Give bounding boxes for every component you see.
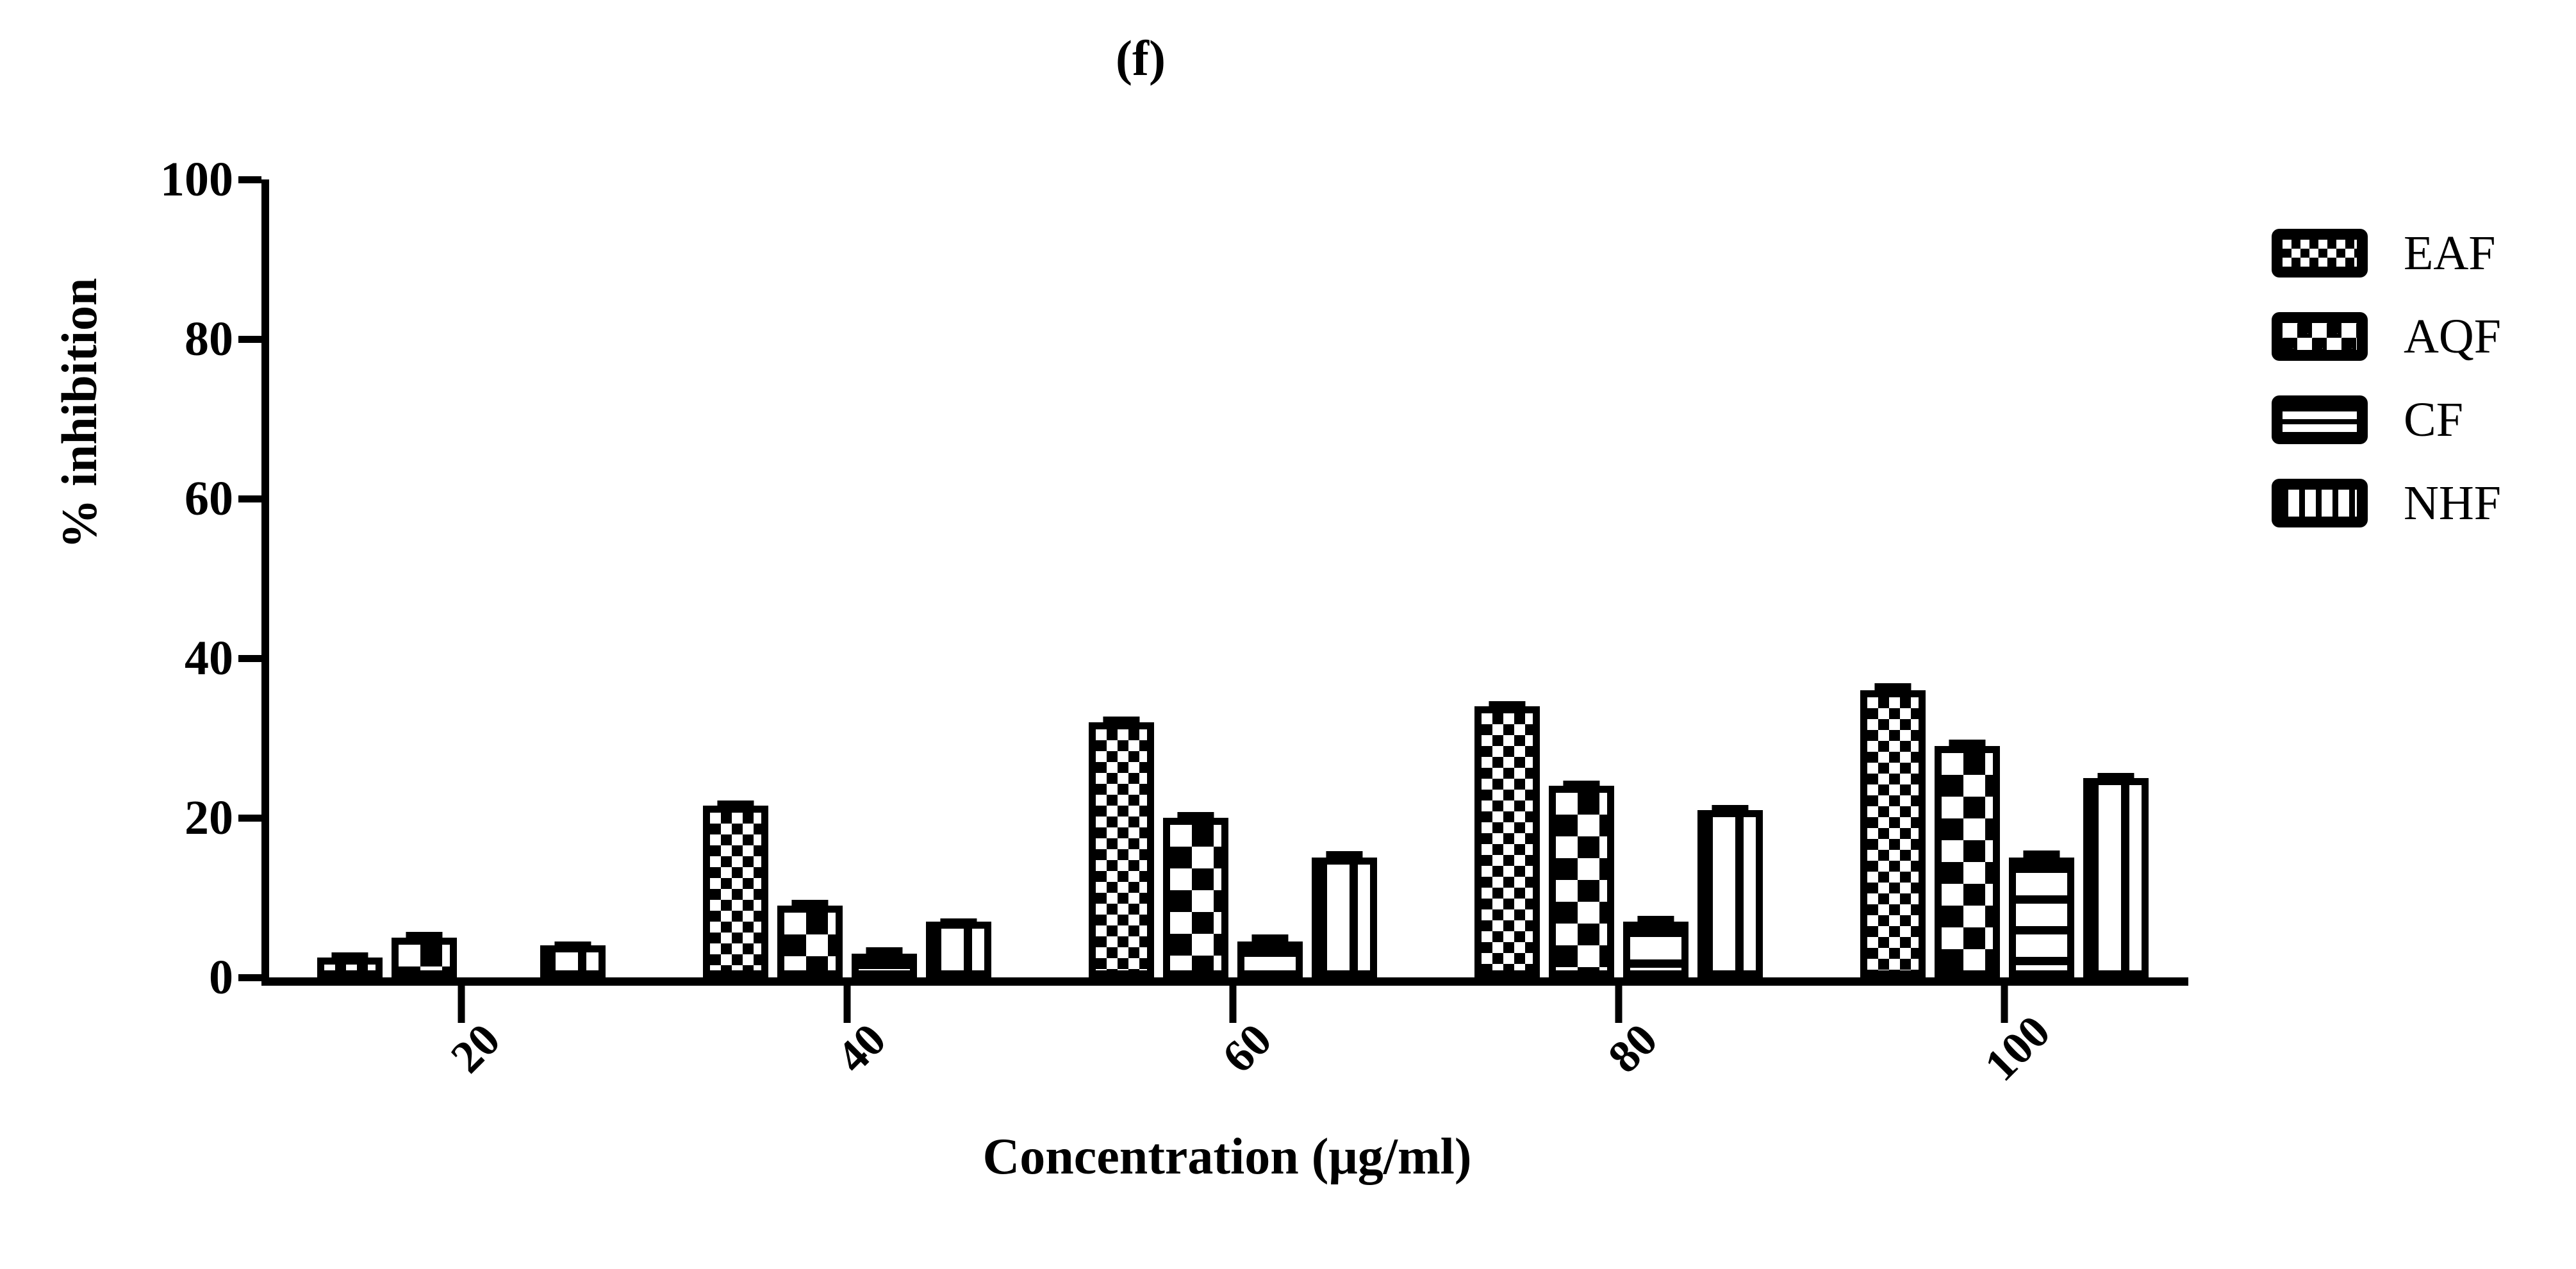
error-bar-cap [2023,850,2060,859]
y-tick-label: 80 [185,312,233,366]
y-axis-line [261,179,269,977]
x-axis-title: Concentration (μg/ml) [982,1129,1472,1185]
x-tick-label: 40 [827,1013,896,1083]
error-bar-cap [866,947,903,956]
error-bar-cap [791,900,829,909]
y-tick-mark [238,336,261,343]
error-bar-cap [717,800,754,809]
bar-eaf-60 [1089,722,1154,977]
y-tick-label: 100 [160,153,233,206]
x-tick-mark [2001,986,2008,1023]
error-bar-cap [1251,934,1289,943]
x-tick-label: 80 [1598,1013,1667,1083]
bar-cf-100 [2009,858,2074,977]
bar-aqf-100 [1935,745,2000,977]
bar-cf-80 [1623,921,1688,977]
legend-swatch-icon-eaf [2272,229,2368,278]
bar-aqf-40 [777,905,843,977]
x-tick-label: 20 [441,1013,510,1083]
legend-item-cf[interactable]: CF [2272,378,2573,461]
bar-nhf-60 [1312,858,1377,977]
error-bar-cap [1326,851,1363,860]
error-bar-cap [331,952,368,961]
bar-nhf-80 [1697,809,1763,977]
bar-nhf-100 [2083,777,2149,977]
error-bar-cap [1177,812,1214,821]
bar-nhf-40 [926,921,991,977]
error-bar-cap [940,918,977,927]
y-tick-mark [238,495,261,502]
legend-swatch-icon-aqf [2272,312,2368,361]
error-bar-cap [554,941,591,950]
legend-label: CF [2404,393,2463,447]
x-tick-label: 60 [1212,1013,1282,1083]
bar-eaf-40 [703,806,768,977]
bar-nhf-20 [540,945,606,977]
y-tick-label: 20 [185,791,233,845]
legend-item-nhf[interactable]: NHF [2272,461,2573,545]
x-axis-line [261,977,2188,986]
page-title: (f) [1116,30,1166,86]
y-tick-mark [238,974,261,981]
y-axis-title: % inhibition [51,278,107,549]
legend: EAF AQF CF NHF [2272,212,2573,545]
y-tick-mark [238,815,261,822]
x-tick-mark [843,986,851,1023]
error-bar-cap [406,932,443,941]
x-tick-mark [458,986,465,1023]
error-bar-cap [1712,805,1749,814]
error-bar-cap [1874,683,1911,692]
y-tick-label: 0 [209,950,233,1004]
bar-eaf-80 [1474,706,1540,977]
bar-aqf-80 [1549,786,1614,977]
legend-label: AQF [2404,310,2502,363]
bar-eaf-100 [1860,690,1926,977]
error-bar-cap [1637,916,1674,925]
error-bar-cap [1489,701,1526,710]
x-tick-label: 100 [1974,1005,2060,1091]
legend-swatch-icon-cf [2272,395,2368,444]
error-bar-cap [1949,740,1986,748]
error-bar-cap [2097,773,2134,782]
bar-aqf-20 [392,937,457,977]
legend-label: EAF [2404,226,2496,280]
legend-label: NHF [2404,476,2502,530]
x-tick-mark [1229,986,1237,1023]
legend-item-aqf[interactable]: AQF [2272,295,2573,378]
bar-cf-60 [1237,941,1303,977]
x-tick-mark [1615,986,1622,1023]
y-tick-label: 60 [185,472,233,526]
y-tick-mark [238,176,261,183]
legend-item-eaf[interactable]: EAF [2272,212,2573,295]
y-tick-mark [238,655,261,662]
bar-aqf-60 [1163,818,1228,977]
bar-cf-40 [852,953,917,977]
y-tick-label: 40 [185,631,233,685]
plot-area: 0 20 40 60 80 100 20 40 60 80 100 [160,155,2188,1091]
error-bar-cap [1563,780,1600,789]
legend-swatch-icon-nhf [2272,479,2368,527]
error-bar-cap [1103,716,1140,725]
